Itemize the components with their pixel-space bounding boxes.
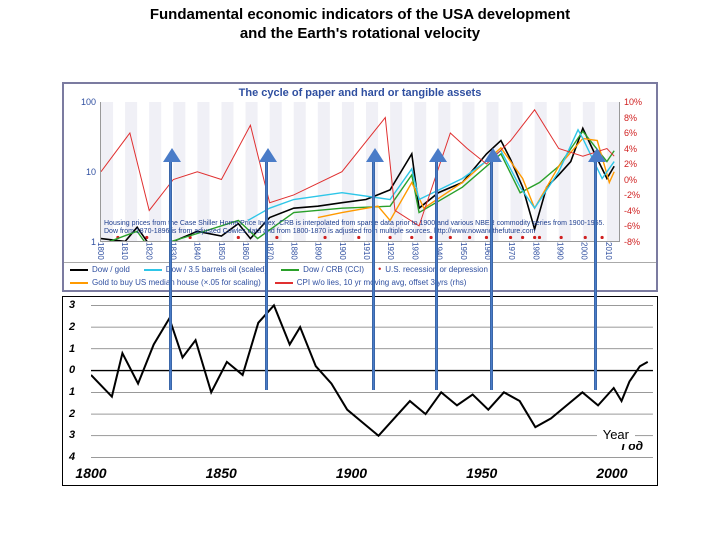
- legend-item: CPI w/o lies, 10 yr moving avg, offset 3…: [275, 278, 467, 287]
- top-chart-footnote: Housing prices from the Case Shiller Hom…: [104, 220, 616, 235]
- correlation-arrow: [490, 160, 493, 390]
- legend-item: Dow / 3.5 barrels oil (scaled): [144, 265, 267, 274]
- title-line2: and the Earth's rotational velocity: [240, 25, 480, 42]
- top-chart-title: The cycle of paper and hard or tangible …: [64, 87, 656, 99]
- top-chart-panel: The cycle of paper and hard or tangible …: [62, 82, 658, 292]
- correlation-arrow: [169, 160, 172, 390]
- correlation-arrow: [594, 160, 597, 390]
- legend-item: •U.S. recession or depression: [378, 265, 488, 274]
- legend-item: Dow / CRB (CCI): [281, 265, 364, 274]
- correlation-arrow: [372, 160, 375, 390]
- correlation-arrow: [265, 160, 268, 390]
- bottom-chart-panel: Год 3210123418001850190019502000: [62, 296, 658, 486]
- legend-item: Dow / gold: [70, 265, 130, 274]
- year-overlay-label: Year: [597, 425, 635, 444]
- main-title: Fundamental economic indicators of the U…: [0, 6, 720, 44]
- title-line1: Fundamental economic indicators of the U…: [150, 6, 570, 23]
- legend: Dow / gold Dow / 3.5 barrels oil (scaled)…: [64, 262, 656, 290]
- correlation-arrow: [435, 160, 438, 390]
- legend-item: Gold to buy US median house (×.05 for sc…: [70, 278, 261, 287]
